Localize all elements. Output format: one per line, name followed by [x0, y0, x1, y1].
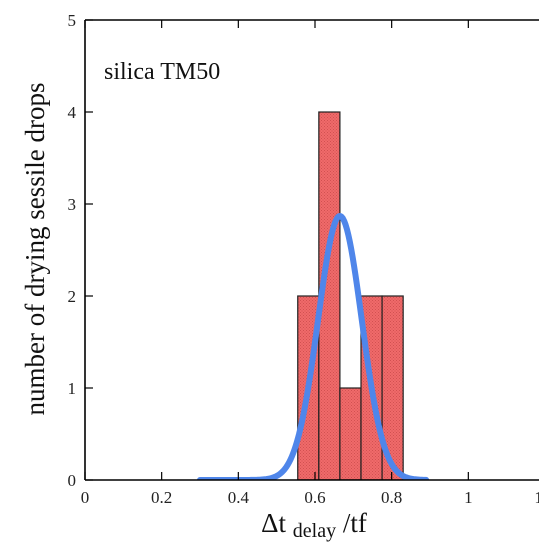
- y-tick-label: 1: [68, 379, 77, 398]
- y-tick-label: 0: [68, 471, 77, 490]
- x-axis-label-suffix: /tf: [343, 508, 367, 538]
- x-axis-label: Δt delay /tf: [261, 508, 367, 543]
- x-tick-label: 0.8: [381, 488, 402, 507]
- y-tick-label: 2: [68, 287, 77, 306]
- x-tick-label: 1.2: [534, 488, 539, 507]
- y-tick-label: 5: [68, 11, 77, 30]
- x-tick-label: 1: [464, 488, 473, 507]
- x-axis-label-subscript: delay: [293, 520, 336, 542]
- x-tick-label: 0.2: [151, 488, 172, 507]
- y-tick-labels: 0 1 2 3 4 5: [68, 11, 77, 490]
- y-tick-label: 4: [68, 103, 77, 122]
- x-tick-label: 0.6: [304, 488, 325, 507]
- y-tick-label: 3: [68, 195, 77, 214]
- histogram-bar-5: [381, 295, 404, 480]
- x-axis-label-main: Δt: [261, 508, 286, 538]
- x-tick-label: 0.4: [228, 488, 250, 507]
- annotation-label: silica TM50: [104, 59, 220, 85]
- x-tick-label: 0: [81, 488, 90, 507]
- histogram-bar-3: [339, 387, 362, 480]
- y-axis-label: number of drying sessile drops: [20, 83, 50, 416]
- x-tick-labels: 0 0.2 0.4 0.6 0.8 1 1.2: [81, 488, 539, 507]
